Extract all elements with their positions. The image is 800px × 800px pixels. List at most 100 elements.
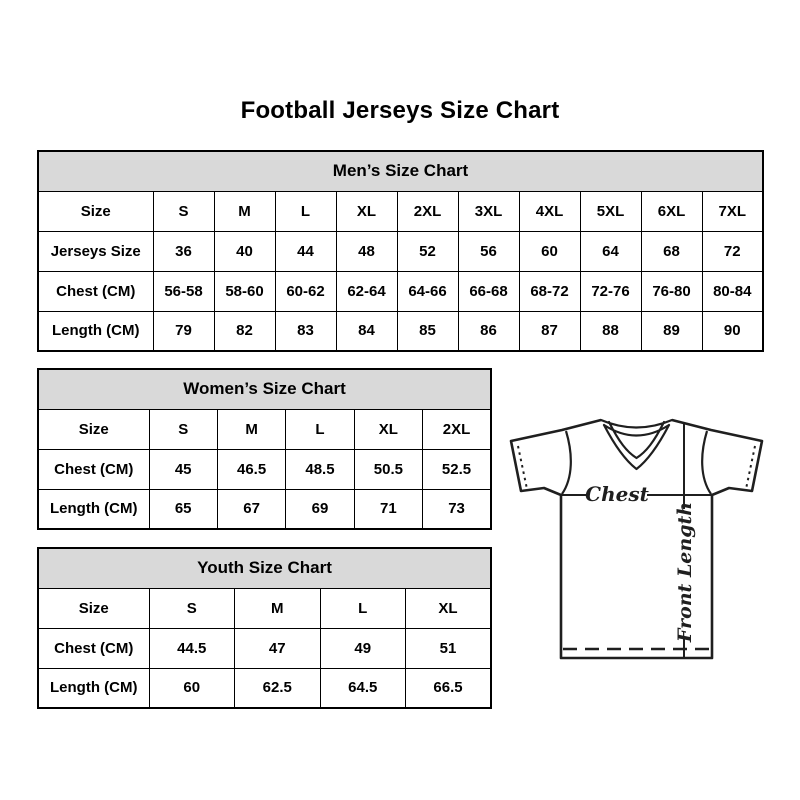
mens-value-cell: M: [213, 190, 276, 232]
mens-value-cell: 86: [457, 310, 520, 352]
mens-value-cell: 72-76: [579, 270, 642, 312]
youth-value-cell: L: [319, 587, 406, 629]
mens-table-row: Size S M L XL 2XL 3XL 4XL 5XL 6XL 7XL: [37, 190, 764, 232]
mens-value-cell: 56-58: [152, 270, 215, 312]
womens-value-cell: 71: [353, 488, 424, 530]
mens-value-cell: S: [152, 190, 215, 232]
mens-value-cell: 76-80: [640, 270, 703, 312]
mens-value-cell: 85: [396, 310, 459, 352]
mens-size-chart-table: Men’s Size Chart Size S M L XL 2XL 3XL 4XL 5XL 6XL…: [37, 150, 764, 352]
womens-size-chart-table: Women’s Size Chart Size S M L XL 2XL Chest (CM)…: [37, 368, 492, 530]
page-title: Football Jerseys Size Chart: [240, 97, 560, 124]
youth-value-cell: 64.5: [319, 667, 406, 709]
mens-value-cell: 60: [518, 230, 581, 272]
youth-value-cell: XL: [405, 587, 492, 629]
womens-value-cell: 50.5: [353, 448, 424, 490]
mens-value-cell: 58-60: [213, 270, 276, 312]
sleeve-seam-lines: [561, 430, 712, 495]
mens-value-cell: 36: [152, 230, 215, 272]
womens-row-label: Size: [37, 408, 150, 450]
mens-value-cell: 87: [518, 310, 581, 352]
mens-value-cell: 40: [213, 230, 276, 272]
mens-value-cell: 56: [457, 230, 520, 272]
mens-value-cell: 72: [701, 230, 764, 272]
womens-value-cell: L: [285, 408, 355, 450]
chest-measure-label: Chest: [585, 482, 649, 506]
mens-value-cell: 68-72: [518, 270, 581, 312]
youth-value-cell: 44.5: [148, 627, 235, 669]
womens-value-cell: S: [148, 408, 218, 450]
mens-value-cell: 60-62: [274, 270, 337, 312]
youth-value-cell: 62.5: [234, 667, 321, 709]
womens-value-cell: 2XL: [422, 408, 492, 450]
mens-value-cell: 4XL: [518, 190, 581, 232]
womens-value-cell: 73: [422, 488, 492, 530]
youth-value-cell: M: [234, 587, 321, 629]
womens-value-cell: 52.5: [422, 448, 492, 490]
mens-table-row: Jerseys Size 36 40 44 48 52 56 60 64 68 72: [37, 230, 764, 272]
front-length-measure-label: Front Length: [674, 502, 696, 643]
womens-value-cell: 48.5: [285, 448, 355, 490]
mens-row-label: Size: [37, 190, 154, 232]
mens-row-label: Jerseys Size: [37, 230, 154, 272]
cuff-stitch-dashes: [517, 445, 756, 490]
womens-value-cell: XL: [353, 408, 424, 450]
mens-value-cell: 52: [396, 230, 459, 272]
womens-value-cell: 67: [216, 488, 287, 530]
jersey-outline-shape: [509, 418, 764, 660]
mens-value-cell: XL: [335, 190, 398, 232]
mens-value-cell: 88: [579, 310, 642, 352]
mens-value-cell: 5XL: [579, 190, 642, 232]
mens-value-cell: 68: [640, 230, 703, 272]
womens-table-row: Size S M L XL 2XL: [37, 408, 492, 450]
womens-table-row: Length (CM) 65 67 69 71 73: [37, 488, 492, 530]
mens-row-label: Chest (CM): [37, 270, 154, 312]
youth-size-chart-table: Youth Size Chart Size S M L XL Chest (CM) 44.5 4…: [37, 547, 492, 709]
womens-value-cell: M: [216, 408, 287, 450]
mens-value-cell: L: [274, 190, 337, 232]
mens-value-cell: 82: [213, 310, 276, 352]
womens-value-cell: 65: [148, 488, 218, 530]
womens-row-label: Length (CM): [37, 488, 150, 530]
mens-value-cell: 84: [335, 310, 398, 352]
mens-value-cell: 89: [640, 310, 703, 352]
mens-value-cell: 48: [335, 230, 398, 272]
mens-table-row: Chest (CM) 56-58 58-60 60-62 62-64 64-66 66-68…: [37, 270, 764, 312]
jersey-measurement-diagram: Chest Front Length: [509, 418, 764, 660]
youth-row-label: Chest (CM): [37, 627, 150, 669]
mens-table-row: Length (CM) 79 82 83 84 85 86 87 88 89 90: [37, 310, 764, 352]
mens-value-cell: 3XL: [457, 190, 520, 232]
mens-value-cell: 44: [274, 230, 337, 272]
womens-row-label: Chest (CM): [37, 448, 150, 490]
youth-row-label: Length (CM): [37, 667, 150, 709]
youth-value-cell: 49: [319, 627, 406, 669]
mens-row-label: Length (CM): [37, 310, 154, 352]
youth-value-cell: 47: [234, 627, 321, 669]
mens-value-cell: 7XL: [701, 190, 764, 232]
womens-value-cell: 69: [285, 488, 355, 530]
womens-value-cell: 46.5: [216, 448, 287, 490]
mens-table-title: Men’s Size Chart: [37, 150, 764, 192]
mens-value-cell: 64-66: [396, 270, 459, 312]
youth-table-row: Size S M L XL: [37, 587, 492, 629]
mens-value-cell: 64: [579, 230, 642, 272]
mens-value-cell: 6XL: [640, 190, 703, 232]
youth-row-label: Size: [37, 587, 150, 629]
mens-value-cell: 2XL: [396, 190, 459, 232]
womens-table-row: Chest (CM) 45 46.5 48.5 50.5 52.5: [37, 448, 492, 490]
youth-table-row: Chest (CM) 44.5 47 49 51: [37, 627, 492, 669]
womens-table-title: Women’s Size Chart: [37, 368, 492, 410]
mens-value-cell: 62-64: [335, 270, 398, 312]
mens-value-cell: 80-84: [701, 270, 764, 312]
womens-value-cell: 45: [148, 448, 218, 490]
youth-value-cell: 60: [148, 667, 235, 709]
youth-table-row: Length (CM) 60 62.5 64.5 66.5: [37, 667, 492, 709]
vneck-collar-lines: [599, 418, 674, 471]
mens-value-cell: 90: [701, 310, 764, 352]
youth-value-cell: 66.5: [405, 667, 492, 709]
youth-value-cell: S: [148, 587, 235, 629]
youth-value-cell: 51: [405, 627, 492, 669]
mens-value-cell: 79: [152, 310, 215, 352]
mens-value-cell: 83: [274, 310, 337, 352]
mens-value-cell: 66-68: [457, 270, 520, 312]
